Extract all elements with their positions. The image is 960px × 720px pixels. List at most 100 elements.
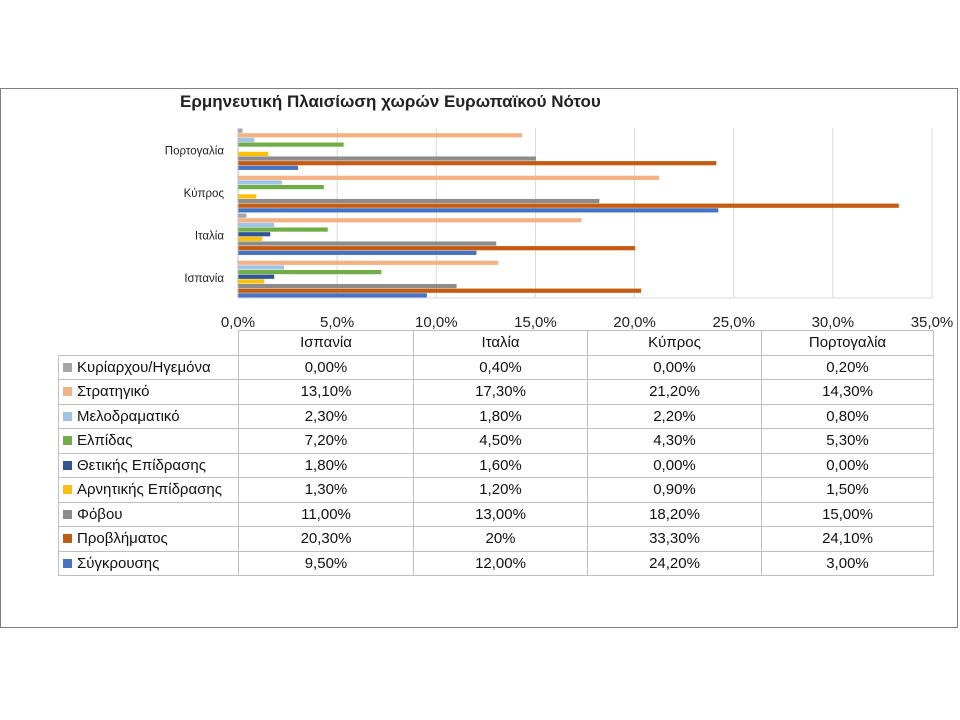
data-label: 4,50%: [413, 428, 588, 454]
legend-swatch: [63, 436, 72, 446]
gridlines: [237, 128, 933, 299]
legend-swatch: [63, 534, 72, 544]
x-tick-label: 35,0%: [911, 314, 954, 331]
legend-swatch: [63, 387, 72, 397]
bar: [238, 133, 523, 138]
bar: [238, 232, 271, 237]
series-name: Κυρίαρχου/Ηγεμόνα: [77, 358, 211, 376]
data-label: 11,00%: [238, 501, 414, 527]
legend-swatch: [63, 558, 72, 568]
legend-entry: Κυρίαρχου/Ηγεμόνα: [58, 354, 239, 380]
legend-swatch: [63, 362, 72, 372]
x-tick-label: 15,0%: [514, 314, 557, 331]
bar: [238, 283, 457, 289]
legend-swatch: [63, 485, 72, 495]
bar: [238, 250, 477, 255]
data-label: 20%: [413, 526, 588, 552]
table-row: Φόβου 11,00% 13,00% 18,20% 15,00%: [58, 501, 934, 527]
legend-entry: Αρνητικής Επίδρασης: [58, 477, 239, 503]
bar: [238, 198, 600, 204]
series-name: Προβλήματος: [77, 530, 168, 548]
chart-title: Ερμηνευτική Πλαισίωση χωρών Ευρωπαϊκού Ν…: [180, 92, 601, 111]
data-label: 5,30%: [761, 428, 934, 454]
table-row: Κυρίαρχου/Ηγεμόνα 0,00% 0,40% 0,00% 0,20%: [58, 354, 934, 380]
data-label: 15,00%: [761, 501, 934, 527]
bar: [238, 265, 285, 270]
table-row: Αρνητικής Επίδρασης 1,30% 1,20% 0,90% 1,50%: [58, 477, 934, 503]
bar: [238, 260, 499, 265]
table-header-cell: Ισπανία: [238, 330, 414, 356]
series-name: Αρνητικής Επίδρασης: [77, 481, 222, 499]
bar: [238, 142, 344, 147]
table-row: Μελοδραματικό 2,30% 1,80% 2,20% 0,80%: [58, 403, 934, 429]
category-label: Ισπανία: [184, 273, 224, 285]
data-label: 13,10%: [238, 379, 414, 405]
bar: [238, 156, 536, 161]
data-label: 20,30%: [238, 526, 414, 552]
data-label: 1,80%: [413, 403, 588, 429]
legend-entry: Μελοδραματικό: [58, 403, 239, 429]
x-tick-label: 5,0%: [320, 314, 354, 331]
table-row: Στρατηγικό 13,10% 17,30% 21,20% 14,30%: [58, 379, 934, 405]
data-label: 24,20%: [587, 550, 762, 576]
data-label: 2,30%: [238, 403, 414, 429]
table-header-cell: Πορτογαλία: [761, 330, 934, 356]
bar: [238, 246, 636, 251]
bars: [238, 128, 899, 298]
table-row: Ελπίδας 7,20% 4,50% 4,30% 5,30%: [58, 428, 934, 454]
data-label: 17,30%: [413, 379, 588, 405]
data-table: Ισπανία Ιταλία Κύπρος Πορτογαλία Κυρίαρχου/Η…: [58, 330, 934, 576]
data-label: 1,20%: [413, 477, 588, 503]
series-name: Μελοδραματικό: [77, 407, 180, 425]
x-tick-label: 10,0%: [415, 314, 458, 331]
series-name: Ελπίδας: [77, 432, 133, 450]
data-label: 2,20%: [587, 403, 762, 429]
series-name: Στρατηγικό: [77, 383, 150, 401]
table-row: Σύγκρουσης 9,50% 12,00% 24,20% 3,00%: [58, 550, 934, 576]
bar: [238, 218, 582, 223]
bar: [238, 175, 659, 180]
bar: [238, 241, 497, 246]
series-name: Θετικής Επίδρασης: [77, 456, 206, 474]
legend-entry: Σύγκρουσης: [58, 550, 239, 576]
bar: [238, 165, 298, 170]
bar: [238, 151, 269, 156]
data-label: 0,00%: [587, 452, 762, 478]
bar: [238, 137, 255, 143]
x-tick-label: 25,0%: [712, 314, 755, 331]
axis-labels: 0,0% 5,0% 10,0% 15,0% 20,0% 25,0% 30,0% 35,0% Ισ…: [165, 145, 953, 331]
bar: [238, 213, 247, 218]
data-label: 1,50%: [761, 477, 934, 503]
data-label: 4,30%: [587, 428, 762, 454]
data-label: 0,00%: [238, 354, 414, 380]
table-corner: [58, 330, 239, 356]
data-label: 9,50%: [238, 550, 414, 576]
bar: [238, 185, 324, 190]
table-row: Προβλήματος 20,30% 20% 33,30% 24,10%: [58, 526, 934, 552]
legend-entry: Φόβου: [58, 501, 239, 527]
data-label: 12,00%: [413, 550, 588, 576]
legend-entry: Προβλήματος: [58, 526, 239, 552]
bar: [238, 194, 257, 199]
legend-swatch: [63, 509, 72, 519]
data-label: 0,40%: [413, 354, 588, 380]
data-label: 1,30%: [238, 477, 414, 503]
data-label: 33,30%: [587, 526, 762, 552]
table-header-cell: Ιταλία: [413, 330, 588, 356]
bar: [238, 288, 642, 293]
legend-entry: Θετικής Επίδρασης: [58, 452, 239, 478]
data-label: 13,00%: [413, 501, 588, 527]
bar: [238, 128, 243, 133]
series-name: Φόβου: [77, 505, 123, 523]
data-label: 1,60%: [413, 452, 588, 478]
bar: [238, 236, 263, 241]
legend-entry: Στρατηγικό: [58, 379, 239, 405]
bar: [238, 208, 719, 213]
bar: [238, 279, 265, 284]
legend-entry: Ελπίδας: [58, 428, 239, 454]
data-label: 3,00%: [761, 550, 934, 576]
data-label: 14,30%: [761, 379, 934, 405]
data-label: 0,90%: [587, 477, 762, 503]
series-name: Σύγκρουσης: [77, 554, 160, 572]
